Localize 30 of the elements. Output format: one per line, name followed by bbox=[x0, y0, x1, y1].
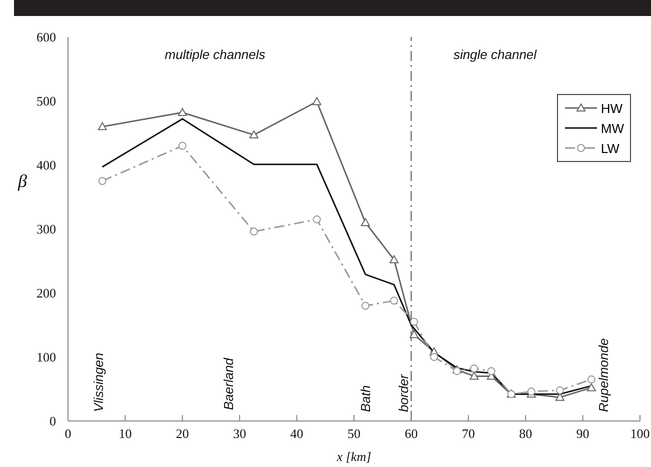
annotation: Vlissingen bbox=[91, 352, 106, 412]
x-tick-label: 90 bbox=[576, 426, 590, 442]
y-tick-label: 0 bbox=[50, 414, 56, 429]
y-tick-label: 600 bbox=[36, 30, 56, 45]
x-tick-label: 70 bbox=[462, 426, 475, 442]
legend-label: LW bbox=[600, 140, 620, 156]
annotation: multiple channels bbox=[164, 47, 266, 62]
x-tick-label: 40 bbox=[290, 426, 304, 442]
y-tick-label: 200 bbox=[36, 286, 56, 301]
x-tick-label: 20 bbox=[176, 426, 189, 442]
x-tick-label: 80 bbox=[519, 426, 532, 442]
y-tick-label: 400 bbox=[36, 158, 56, 173]
annotation: Bath bbox=[358, 385, 373, 412]
annotation: border bbox=[396, 374, 411, 412]
y-tick-label: 300 bbox=[36, 222, 56, 237]
y-tick-label: 100 bbox=[36, 350, 56, 365]
annotation: Baerland bbox=[221, 357, 236, 410]
legend-label: MW bbox=[600, 120, 624, 136]
x-tick-label: 100 bbox=[630, 426, 650, 442]
annotation: single channel bbox=[453, 47, 538, 62]
legend-label: HW bbox=[600, 100, 623, 116]
x-tick-label: 30 bbox=[233, 426, 246, 442]
x-tick-label: 10 bbox=[118, 426, 132, 442]
x-tick-label: 0 bbox=[64, 426, 72, 442]
x-tick-label: 60 bbox=[404, 426, 418, 442]
x-tick-label: 50 bbox=[348, 426, 360, 442]
x-axis-title: x [km] bbox=[336, 449, 372, 464]
y-axis-title: β bbox=[17, 171, 27, 191]
y-tick-label: 500 bbox=[36, 94, 56, 109]
annotation: Rupelmonde bbox=[596, 338, 611, 412]
